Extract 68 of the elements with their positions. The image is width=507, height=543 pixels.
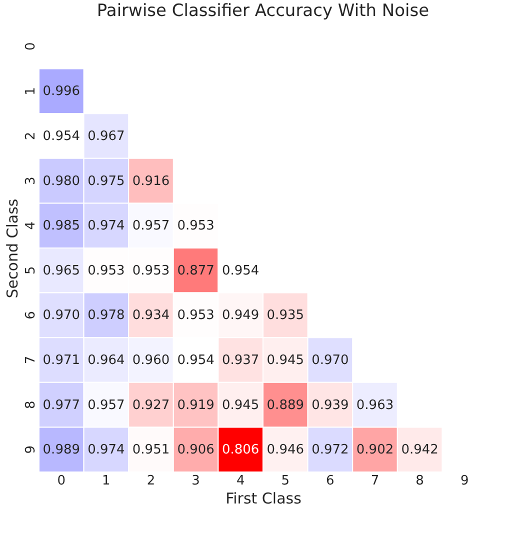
data-label: 0.953 — [88, 263, 125, 278]
data-label: 0.919 — [177, 398, 214, 413]
x-tick-label: 8 — [416, 474, 424, 488]
x-tick-label: 9 — [460, 474, 469, 488]
data-label: 0.945 — [222, 398, 260, 413]
data-label: 0.934 — [132, 308, 170, 324]
data-label: 0.954 — [42, 129, 80, 144]
data-label: 0.970 — [42, 308, 80, 324]
y-tick-label: 0 — [24, 42, 38, 51]
data-label: 0.975 — [88, 174, 125, 189]
data-label: 0.935 — [266, 308, 304, 324]
data-label: 0.953 — [177, 218, 214, 234]
data-label: 0.978 — [88, 308, 125, 324]
y-tick-label: 9 — [24, 445, 38, 454]
data-label: 0.996 — [42, 84, 80, 100]
data-label: 0.927 — [132, 398, 170, 413]
data-label: 0.949 — [222, 308, 260, 324]
x-tick-label: 5 — [281, 474, 290, 488]
x-tick-label: 6 — [326, 474, 334, 488]
data-label: 0.806 — [222, 442, 260, 458]
y-tick-label: 2 — [24, 132, 38, 140]
data-label: 0.954 — [177, 353, 214, 368]
data-label: 0.974 — [88, 218, 125, 234]
data-label: 0.942 — [401, 442, 438, 458]
data-label: 0.974 — [88, 442, 125, 458]
x-tick-label: 7 — [370, 474, 380, 488]
x-tick-label: 1 — [102, 474, 110, 488]
data-label: 0.953 — [177, 308, 214, 324]
x-axis-title: First Class — [226, 490, 302, 508]
data-label: 0.945 — [266, 353, 304, 368]
data-label: 0.972 — [312, 442, 349, 458]
data-label: 0.985 — [42, 218, 80, 234]
y-tick-label: 3 — [24, 176, 38, 185]
data-label: 0.902 — [356, 442, 394, 458]
y-tick-label: 7 — [24, 356, 38, 364]
data-label: 0.960 — [132, 353, 170, 368]
data-label: 0.877 — [177, 263, 214, 278]
data-label: 0.953 — [132, 263, 170, 278]
data-label: 0.889 — [266, 398, 304, 413]
data-label: 0.964 — [88, 353, 125, 368]
y-tick-label: 4 — [24, 221, 38, 230]
chart-title: Pairwise Classifier Accuracy With Noise — [96, 1, 430, 21]
x-tick-label: 0 — [57, 474, 66, 488]
data-label: 0.963 — [356, 398, 394, 413]
data-label: 0.951 — [132, 442, 170, 458]
data-label: 0.937 — [222, 353, 260, 368]
x-tick-label: 4 — [236, 474, 245, 488]
y-tick-label: 8 — [24, 400, 38, 409]
data-label: 0.980 — [42, 174, 80, 189]
data-label: 0.957 — [132, 218, 170, 234]
data-label: 0.967 — [88, 129, 125, 144]
data-label: 0.939 — [312, 398, 349, 413]
data-label: 0.954 — [222, 263, 260, 278]
y-tick-label: 5 — [24, 266, 38, 275]
data-label: 0.946 — [266, 442, 304, 458]
data-label: 0.957 — [88, 398, 125, 413]
data-label: 0.989 — [42, 442, 80, 458]
y-tick-label: 6 — [24, 311, 38, 320]
x-tick-label: 2 — [146, 474, 156, 488]
x-tick-label: 3 — [192, 474, 200, 488]
data-label: 0.906 — [177, 442, 214, 458]
data-label: 0.916 — [132, 174, 170, 189]
data-label: 0.970 — [312, 353, 349, 368]
data-label: 0.971 — [42, 353, 80, 368]
data-label: 0.965 — [42, 263, 80, 278]
y-tick-label: 1 — [24, 87, 38, 96]
data-label: 0.977 — [42, 398, 80, 413]
y-axis-title: Second Class — [4, 198, 22, 298]
